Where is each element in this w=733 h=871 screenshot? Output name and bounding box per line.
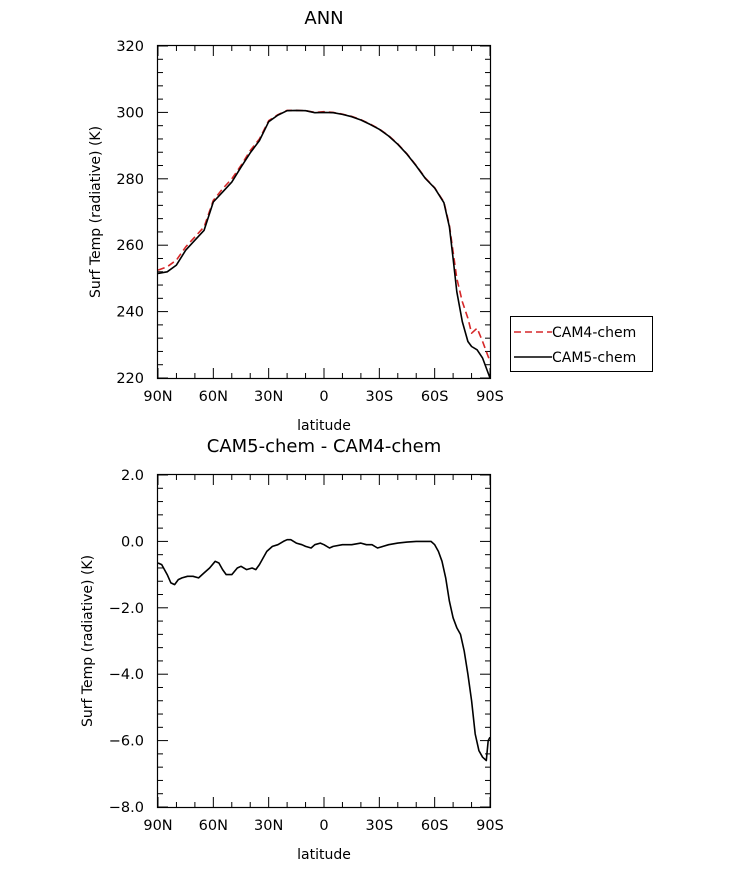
x-tick-label: 90S: [476, 818, 504, 834]
x-tick-label: 60S: [421, 818, 449, 834]
y-tick-label: 240: [116, 305, 144, 321]
panel-title: CAM5-chem - CAM4-chem: [207, 436, 441, 457]
plot-frame: [156, 44, 492, 380]
plot-frame: [156, 473, 492, 809]
series-line-cam5-chem: [157, 109, 491, 379]
y-axis-label: Surf Temp (radiative) (K): [88, 126, 104, 298]
tick-marks: [157, 45, 491, 379]
x-axis-label: latitude: [297, 418, 351, 434]
y-tick-label: 2.0: [121, 468, 144, 484]
y-tick-labels: −8.0 −6.0 −4.0 −2.0 0.0 2.0: [109, 468, 144, 816]
series-line-difference: [157, 538, 491, 762]
x-tick-label: 90N: [143, 818, 172, 834]
legend-label-cam4: CAM4-chem: [552, 325, 636, 341]
series-lines: [157, 109, 491, 379]
x-tick-label: 90S: [476, 389, 504, 405]
y-axis-label: Surf Temp (radiative) (K): [80, 555, 96, 727]
y-tick-label: 0.0: [121, 534, 144, 550]
x-tick-label: 30N: [254, 818, 283, 834]
x-tick-label: 30S: [366, 389, 394, 405]
series-lines: [157, 538, 491, 762]
tick-marks: [157, 474, 491, 808]
y-tick-label: −4.0: [109, 667, 144, 683]
y-tick-label: 320: [116, 39, 144, 55]
panel-title: ANN: [304, 8, 343, 29]
x-tick-label: 60N: [199, 389, 228, 405]
y-tick-label: 300: [116, 105, 144, 121]
series-line-cam4-chem: [157, 109, 491, 362]
y-tick-label: 220: [116, 371, 144, 387]
y-tick-label: −6.0: [109, 734, 144, 750]
x-tick-labels: 90N 60N 30N 0 30S 60S 90S: [143, 818, 503, 834]
panel-annual-temperature: ANN 90N 60N 30N 0 30S 60S 90S 220 240 260 280 300 3…: [88, 8, 653, 434]
x-tick-label: 30S: [366, 818, 394, 834]
y-tick-label: −8.0: [109, 800, 144, 816]
x-tick-label: 60N: [199, 818, 228, 834]
x-tick-labels: 90N 60N 30N 0 30S 60S 90S: [143, 389, 503, 405]
legend-label-cam5: CAM5-chem: [552, 350, 636, 366]
y-tick-label: 260: [116, 238, 144, 254]
y-tick-label: 280: [116, 172, 144, 188]
x-tick-label: 0: [319, 818, 328, 834]
x-tick-label: 60S: [421, 389, 449, 405]
panel-difference: CAM5-chem - CAM4-chem 90N 60N 30N 0 30S 60S 90…: [80, 436, 504, 863]
x-tick-label: 90N: [143, 389, 172, 405]
y-tick-label: −2.0: [109, 601, 144, 617]
x-axis-label: latitude: [297, 847, 351, 863]
x-tick-label: 0: [319, 389, 328, 405]
y-tick-labels: 220 240 260 280 300 320: [116, 39, 144, 387]
legend: CAM4-chem CAM5-chem: [510, 316, 653, 372]
legend-box: [510, 316, 653, 372]
x-tick-label: 30N: [254, 389, 283, 405]
